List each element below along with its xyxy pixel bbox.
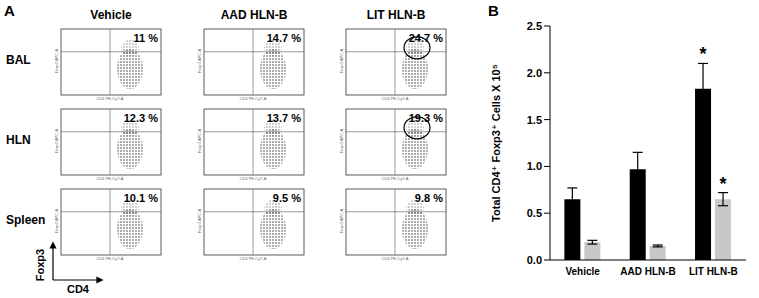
svg-text:CD4: CD4 <box>67 283 90 295</box>
html-text:AAD HLN-B: AAD HLN-B <box>220 8 288 22</box>
svg-text:AAD HLN-B: AAD HLN-B <box>620 266 676 277</box>
svg-text:CD4 PE-Cy7-A: CD4 PE-Cy7-A <box>240 96 267 101</box>
svg-text:Foxp3: Foxp3 <box>34 249 46 281</box>
svg-text:Foxp3 APC-A: Foxp3 APC-A <box>339 209 344 234</box>
svg-text:9.8 %: 9.8 % <box>415 192 443 204</box>
svg-text:CD4 PE-Cy7-A: CD4 PE-Cy7-A <box>382 176 409 181</box>
svg-text:10.1 %: 10.1 % <box>124 192 158 204</box>
svg-text:Foxp3 APC-A: Foxp3 APC-A <box>339 49 344 74</box>
svg-text:Foxp3 APC-A: Foxp3 APC-A <box>197 49 202 74</box>
svg-text:Foxp3 APC-A: Foxp3 APC-A <box>339 129 344 154</box>
svg-text:*: * <box>720 174 727 194</box>
svg-text:CD4 PE-Cy7-A: CD4 PE-Cy7-A <box>240 176 267 181</box>
svg-text:1.5: 1.5 <box>527 114 542 126</box>
svg-text:CD4 PE-Cy7-A: CD4 PE-Cy7-A <box>382 96 409 101</box>
html-text:LIT HLN-B: LIT HLN-B <box>366 8 426 22</box>
svg-text:Foxp3 APC-A: Foxp3 APC-A <box>197 209 202 234</box>
svg-text:19.3 %: 19.3 % <box>409 112 443 124</box>
html-text:A: A <box>4 2 15 19</box>
svg-text:*: * <box>700 44 707 64</box>
svg-text:Foxp3 APC-A: Foxp3 APC-A <box>54 49 59 74</box>
html-text:BAL: BAL <box>6 53 31 67</box>
svg-text:2.5: 2.5 <box>527 20 542 32</box>
html-text:Vehicle: Vehicle <box>90 8 132 22</box>
svg-text:0.5: 0.5 <box>527 207 542 219</box>
svg-text:14.7 %: 14.7 % <box>267 32 301 44</box>
svg-text:CD4 PE-Cy7-A: CD4 PE-Cy7-A <box>97 256 124 261</box>
svg-text:2.0: 2.0 <box>527 67 542 79</box>
svg-text:Vehicle: Vehicle <box>565 266 600 277</box>
html-text:HLN: HLN <box>6 133 31 147</box>
svg-text:24.7 %: 24.7 % <box>409 32 443 44</box>
svg-text:13.7 %: 13.7 % <box>267 112 301 124</box>
svg-text:12.3 %: 12.3 % <box>124 112 158 124</box>
svg-text:0.0: 0.0 <box>527 254 542 266</box>
svg-text:Foxp3 APC-A: Foxp3 APC-A <box>54 209 59 234</box>
svg-text:Total CD4⁺ Foxp3⁺ Cells X 10⁵: Total CD4⁺ Foxp3⁺ Cells X 10⁵ <box>490 64 502 222</box>
svg-text:Foxp3 APC-A: Foxp3 APC-A <box>54 129 59 154</box>
svg-text:1.0: 1.0 <box>527 160 542 172</box>
svg-text:CD4 PE-Cy7-A: CD4 PE-Cy7-A <box>240 256 267 261</box>
svg-text:CD4 PE-Cy7-A: CD4 PE-Cy7-A <box>382 256 409 261</box>
svg-text:11 %: 11 % <box>134 32 159 44</box>
svg-text:LIT HLN-B: LIT HLN-B <box>689 266 738 277</box>
html-text:Spleen: Spleen <box>6 213 46 227</box>
svg-text:Foxp3 APC-A: Foxp3 APC-A <box>197 129 202 154</box>
svg-text:CD4 PE-Cy7-A: CD4 PE-Cy7-A <box>97 96 124 101</box>
svg-text:CD4 PE-Cy7-A: CD4 PE-Cy7-A <box>97 176 124 181</box>
html-text:B: B <box>488 2 499 19</box>
svg-text:9.5 %: 9.5 % <box>273 192 301 204</box>
